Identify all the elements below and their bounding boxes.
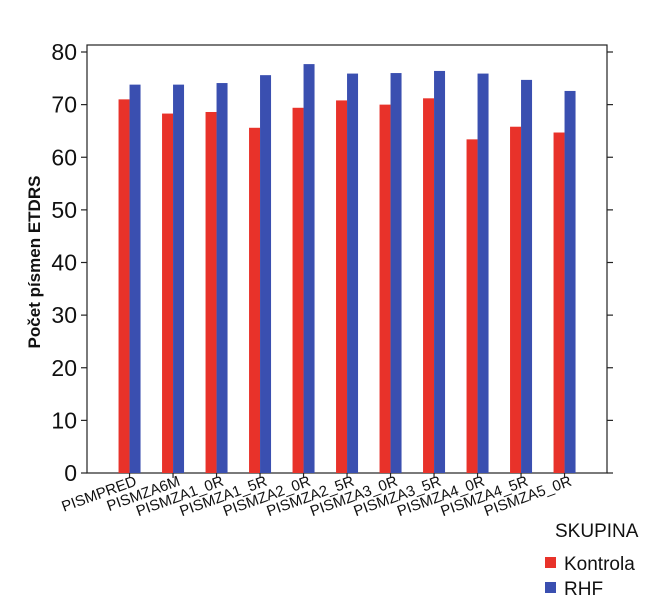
y-tick-label-50: 50 <box>51 197 77 223</box>
y-tick-label-60: 60 <box>51 144 77 170</box>
bar-rhf-pismpred <box>129 84 141 473</box>
y-axis-title: Počet písmen ETDRS <box>25 176 44 349</box>
bar-kontrola-pismza2_5r <box>336 100 348 473</box>
y-tick-label-70: 70 <box>51 92 77 118</box>
bar-kontrola-pismza1_0r <box>205 111 217 474</box>
bar-kontrola-pismza6m <box>162 113 174 473</box>
bar-rhf-pismza6m <box>173 84 185 473</box>
bar-rhf-pismza5_0r <box>564 90 576 473</box>
legend: SKUPINA Kontrola RHF <box>545 521 639 600</box>
bar-kontrola-pismza3_0r <box>379 104 391 473</box>
bar-rhf-pismza2_5r <box>347 73 359 474</box>
bar-kontrola-pismza3_5r <box>423 98 435 473</box>
bar-kontrola-pismza2_0r <box>292 107 304 473</box>
y-tick-label-0: 0 <box>64 460 77 486</box>
y-axis: 0 10 20 30 40 50 60 70 80 <box>51 39 613 486</box>
bar-rhf-pismza3_5r <box>434 70 446 473</box>
legend-swatch-rhf <box>545 582 556 593</box>
y-tick-label-20: 20 <box>51 355 77 381</box>
bar-rhf-pismza1_5r <box>260 75 272 473</box>
legend-label-kontrola: Kontrola <box>564 554 635 575</box>
legend-label-rhf: RHF <box>564 579 603 600</box>
bar-rhf-pismza3_0r <box>390 73 402 474</box>
legend-swatch-kontrola <box>545 557 556 568</box>
y-tick-label-40: 40 <box>51 250 77 276</box>
bar-kontrola-pismza4_0r <box>466 139 478 474</box>
y-tick-label-10: 10 <box>51 407 77 433</box>
bar-rhf-pismza4_0r <box>477 73 489 474</box>
bar-kontrola-pismza4_5r <box>510 126 522 473</box>
legend-title: SKUPINA <box>555 521 639 542</box>
bar-kontrola-pismza5_0r <box>553 132 565 474</box>
y-tick-label-80: 80 <box>51 39 77 65</box>
bar-rhf-pismza2_0r <box>303 64 315 473</box>
bar-rhf-pismza1_0r <box>216 83 228 473</box>
bar-kontrola-pismpred <box>118 99 130 474</box>
plot-area <box>86 44 608 474</box>
y-tick-label-30: 30 <box>51 302 77 328</box>
bar-kontrola-pismza1_5r <box>249 127 261 473</box>
bar-rhf-pismza4_5r <box>521 79 533 474</box>
